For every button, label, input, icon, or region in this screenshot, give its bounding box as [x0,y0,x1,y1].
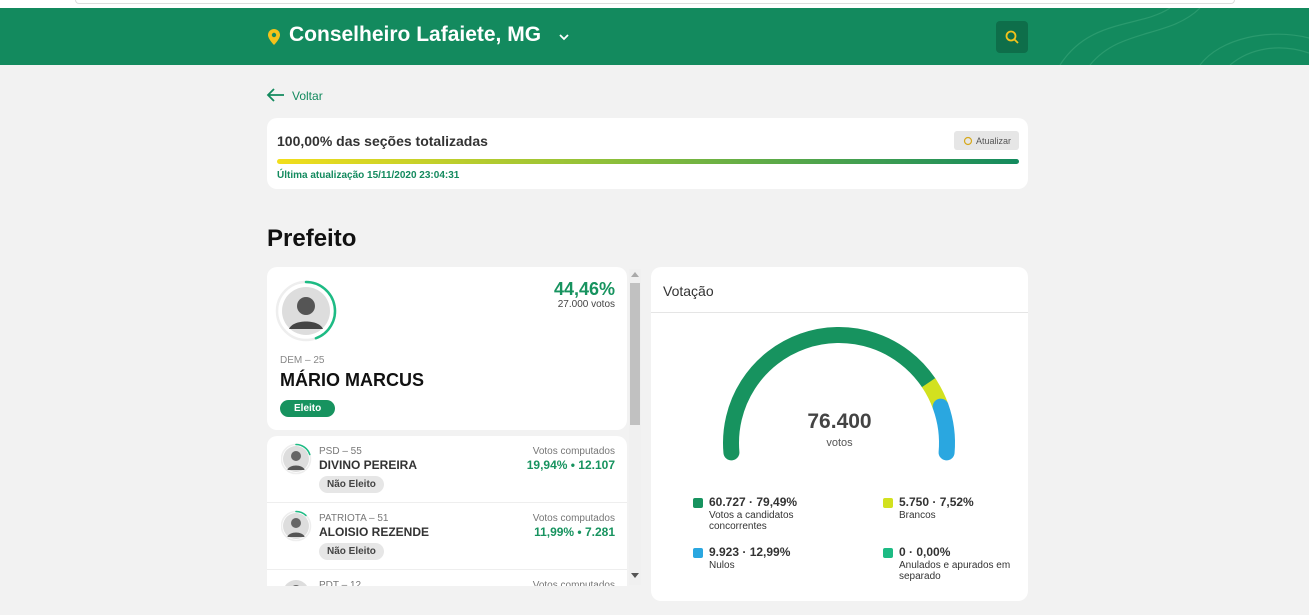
photo-head [291,451,301,461]
winner-card: 44,46% 27.000 votos DEM – 25 MÁRIO MARCU… [267,267,627,430]
ring-arc [295,443,311,456]
photo-bg [285,580,307,586]
winner-name: MÁRIO MARCUS [280,370,424,390]
votes-card: Votação 76.400 votos 60.727 · 79,49% Voto… [651,267,1028,601]
legend-caption: Brancos [899,510,936,521]
legend-swatch [883,498,893,508]
candidate-row: PATRIOTA – 51 ALOISIO REZENDE Votos comput… [267,503,627,570]
total-votes: 76.400 [807,410,872,433]
search-button[interactable] [996,21,1028,53]
photo-head [293,585,299,586]
top-strip [0,0,1309,8]
legend-label: 5.750 · 7,52% [899,495,974,509]
votes-caption: Votos computados [532,446,615,457]
candidate-status: Não Eleito [319,476,384,493]
candidate-party: PDT – 12 [319,580,362,586]
photo-head [291,518,301,528]
scrollbar[interactable] [629,269,641,585]
legend-label: 9.923 · 12,99% [709,545,791,559]
candidate-name: ALOISIO REZENDE [319,525,430,539]
status-card: 100,00% das seções totalizadas Atualizar… [267,118,1028,189]
header-pattern [1059,8,1309,65]
gauge [723,327,955,461]
legend-swatch [883,548,893,558]
candidate-row: PSD – 55 DIVINO PEREIRA Votos computados 19… [267,436,627,503]
divider [651,312,1028,313]
winner-votes: 27.000 votos [557,299,615,310]
ring-arc [304,280,337,340]
candidate-list: PSD – 55 DIVINO PEREIRA Votos computados 19… [267,436,627,586]
progress-bar [277,159,1019,164]
legend-swatch [693,498,703,508]
candidate-party: PSD – 55 [319,446,362,457]
votes-caption: Votos computados [532,580,615,586]
candidate-result: 11,99% • 7.281 [534,525,615,539]
winner-party: DEM – 25 [280,355,325,366]
legend-label: 60.727 · 79,49% [709,495,798,509]
candidate-name: DIVINO PEREIRA [319,458,418,472]
winner-percent: 44,46% [553,279,615,299]
legend-swatch [693,548,703,558]
votes-caption: Votos computados [532,513,615,524]
candidate-result: 19,94% • 12.107 [526,458,615,472]
ring-arc [295,510,307,517]
total-unit: votos [826,437,853,449]
back-arrow[interactable] [266,88,286,102]
search-icon [1005,30,1019,44]
candidate-status: Não Eleito [319,543,384,560]
scroll-up[interactable] [631,272,639,278]
gauge-segment [932,398,955,461]
legend-caption: Anulados e apurados em separado [899,560,1011,582]
votes-title: Votação [663,283,714,299]
candidate-photo [285,580,307,586]
section-title: Prefeito [267,225,357,252]
photo-body [287,532,305,537]
gauge-segment [723,327,937,461]
location[interactable]: Conselheiro Lafaiete, MG [289,23,542,46]
last-update: Última atualização 15/11/2020 23:04:31 [277,170,460,181]
header [0,8,1309,65]
pin-icon [268,29,280,45]
status-title: 100,00% das seções totalizadas [277,133,488,149]
candidate-party: PATRIOTA – 51 [319,513,389,524]
winner-photo [275,280,337,342]
winner-status: Eleito [280,400,336,417]
scroll-down[interactable] [631,573,639,579]
photo-body [287,465,305,470]
candidate-row: PDT – 12 Votos computados [267,570,627,586]
legend-label: 0 · 0,00% [899,545,951,559]
back-link[interactable]: Voltar [292,89,323,103]
dropdown-icon[interactable] [559,33,569,41]
refresh-button[interactable]: Atualizar [954,131,1019,150]
refresh-icon [963,136,973,146]
legend-caption: Votos a candidatos concorrentes [709,510,794,532]
browser-bar [75,0,1235,4]
scroll-thumb[interactable] [630,283,640,425]
refresh-label: Atualizar [976,136,1012,146]
candidate-photo [281,510,312,542]
legend-caption: Nulos [709,560,735,571]
candidate-photo [281,443,312,475]
